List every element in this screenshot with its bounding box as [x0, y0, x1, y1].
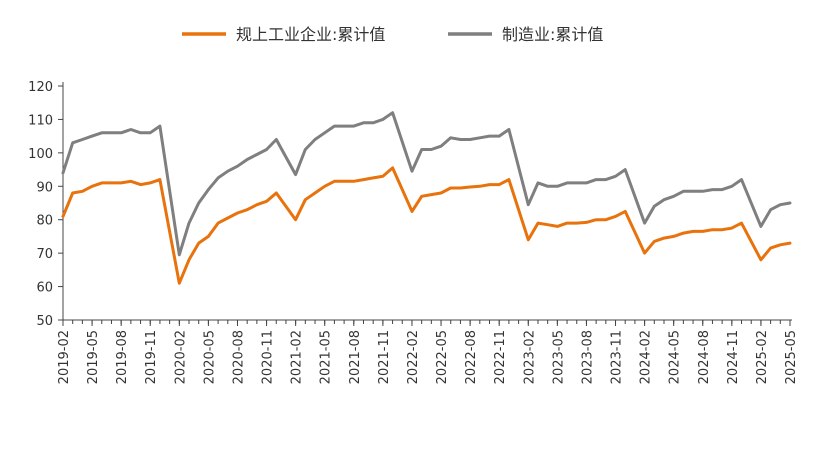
x-tick-label: 2020-11: [261, 330, 276, 384]
x-tick-label: 2021-11: [377, 330, 392, 384]
y-tick-label: 60: [36, 281, 53, 296]
x-tick-label: 2021-08: [348, 330, 363, 384]
y-tick-label: 80: [36, 214, 53, 229]
x-tick-label: 2024-05: [668, 330, 683, 384]
x-tick-label: 2022-11: [493, 330, 508, 384]
x-tick-label: 2023-11: [610, 330, 625, 384]
y-tick-label: 100: [28, 147, 53, 162]
x-tick-label: 2020-02: [173, 330, 188, 384]
x-tick-label: 2025-05: [784, 330, 799, 384]
x-tick-label: 2020-05: [202, 330, 217, 384]
x-tick-label: 2024-08: [697, 330, 712, 384]
x-tick-label: 2024-11: [726, 330, 741, 384]
x-tick-label: 2019-08: [115, 330, 130, 384]
series-line-2: [61, 111, 792, 257]
series-line-1: [61, 166, 792, 285]
x-tick-label: 2022-08: [464, 330, 479, 384]
x-tick-label: 2022-05: [435, 330, 450, 384]
x-tick-label: 2025-02: [755, 330, 770, 384]
y-tick-label: 110: [28, 113, 53, 128]
x-tick-label: 2023-08: [580, 330, 595, 384]
x-tick-label: 2021-05: [319, 330, 334, 384]
x-tick-label: 2019-05: [86, 330, 101, 384]
y-tick-label: 50: [36, 314, 53, 329]
x-tick-label: 2024-02: [639, 330, 654, 384]
x-tick-label: 2019-02: [57, 330, 72, 384]
x-tick-label: 2023-02: [522, 330, 537, 384]
x-tick-label: 2020-08: [231, 330, 246, 384]
y-tick-label: 120: [28, 80, 53, 95]
x-tick-label: 2023-05: [551, 330, 566, 384]
y-tick-label: 70: [36, 247, 53, 262]
legend-label-2: 制造业:累计值: [502, 25, 603, 44]
y-tick-label: 90: [36, 180, 53, 195]
legend-label-1: 规上工业企业:累计值: [236, 25, 385, 44]
x-tick-label: 2021-02: [290, 330, 305, 384]
x-tick-label: 2022-02: [406, 330, 421, 384]
x-tick-label: 2019-11: [144, 330, 159, 384]
